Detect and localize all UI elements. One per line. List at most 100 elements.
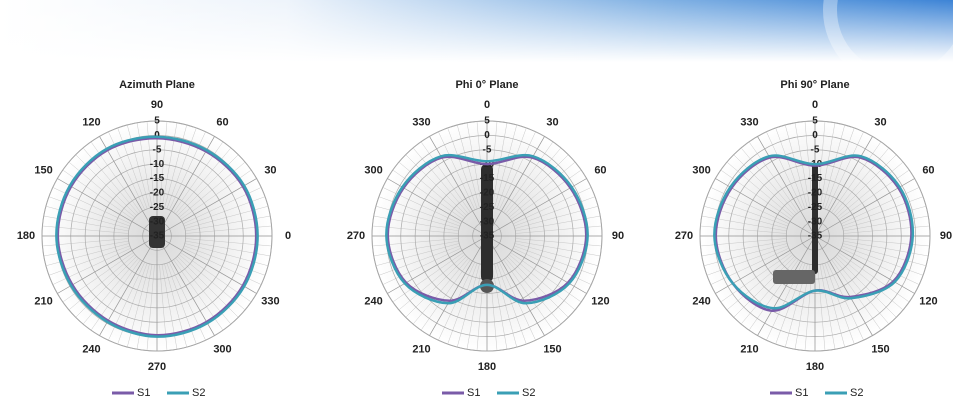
angle-label: 330	[740, 116, 758, 128]
radial-label: 0	[812, 130, 818, 141]
angle-label: 0	[484, 99, 490, 111]
radial-label: -35	[808, 231, 823, 242]
radial-label: -25	[480, 202, 495, 213]
angle-label: 60	[216, 116, 228, 128]
banner	[0, 0, 953, 62]
angle-label: 210	[412, 343, 430, 355]
grid-spoke	[486, 136, 545, 237]
banner-decoration	[823, 0, 953, 87]
radial-label: -30	[150, 216, 165, 227]
radial-label: 5	[484, 116, 490, 127]
angle-label: 30	[546, 116, 558, 128]
grid-spoke	[156, 178, 257, 237]
angle-label: 0	[285, 230, 291, 242]
angle-label: 60	[594, 164, 606, 176]
radial-label: -35	[480, 231, 495, 242]
angle-label: 90	[612, 230, 624, 242]
radial-label: -30	[480, 216, 495, 227]
radial-label: -25	[808, 202, 823, 213]
angle-label: 270	[675, 230, 693, 242]
legend-label: S2	[850, 387, 863, 399]
chart-title: Phi 0° Plane	[455, 79, 518, 91]
angle-label: 120	[919, 295, 937, 307]
angle-label: 150	[543, 343, 561, 355]
angle-label: 330	[261, 295, 279, 307]
series-line	[55, 135, 259, 338]
angle-label: 270	[347, 230, 365, 242]
grid-spoke	[757, 235, 816, 336]
radial-label: 5	[812, 116, 818, 127]
radial-label: -15	[480, 173, 495, 184]
series-line	[385, 154, 589, 305]
antenna	[149, 216, 165, 248]
grid-spoke	[156, 235, 257, 294]
angle-label: 120	[82, 116, 100, 128]
angle-label: 60	[922, 164, 934, 176]
angle-label: 180	[806, 361, 824, 373]
angle-label: 300	[364, 164, 382, 176]
grid-spoke	[429, 235, 488, 336]
grid-spoke	[99, 136, 158, 237]
antenna	[481, 164, 493, 282]
radial-label: -10	[150, 159, 165, 170]
chart-title: Phi 90° Plane	[780, 79, 849, 91]
radial-label: -25	[150, 202, 165, 213]
antenna-base	[773, 270, 815, 284]
radial-label: -15	[150, 173, 165, 184]
radial-label: -5	[811, 144, 820, 155]
radial-label: -35	[150, 231, 165, 242]
radial-label: 5	[154, 116, 160, 127]
radial-label: -5	[153, 144, 162, 155]
chart-title: Azimuth Plane	[119, 79, 195, 91]
angle-label: 150	[34, 164, 52, 176]
polar-chart: 0 30 60 90 120 150 180 210 240 270 300 330 5 0 -5 -10 -1…	[17, 79, 291, 399]
radial-label: 0	[154, 130, 160, 141]
series-line	[713, 154, 915, 310]
radial-label: 0	[484, 130, 490, 141]
angle-label: 240	[692, 295, 710, 307]
grid-spoke	[814, 136, 873, 237]
angle-label: 240	[364, 295, 382, 307]
angle-label: 0	[812, 99, 818, 111]
radial-label: -15	[808, 173, 823, 184]
legend-label: S2	[192, 387, 205, 399]
grid-spoke	[429, 136, 488, 237]
radial-label: -30	[808, 216, 823, 227]
legend-label: S2	[522, 387, 535, 399]
antenna	[812, 164, 818, 274]
radial-label: -20	[150, 188, 165, 199]
grid-spoke	[99, 235, 158, 336]
radial-label: -20	[480, 188, 495, 199]
grid-spoke	[57, 178, 158, 237]
grid-spoke	[156, 136, 215, 237]
legend-label: S1	[467, 387, 480, 399]
series-line	[56, 136, 258, 337]
angle-label: 180	[478, 361, 496, 373]
angle-label: 30	[874, 116, 886, 128]
angle-label: 210	[34, 295, 52, 307]
angle-label: 150	[871, 343, 889, 355]
angle-label: 90	[940, 230, 952, 242]
angle-label: 210	[740, 343, 758, 355]
grid-spoke	[757, 136, 816, 237]
radial-label: -20	[808, 188, 823, 199]
grid-spoke	[486, 235, 545, 336]
angle-label: 120	[591, 295, 609, 307]
grid-spoke	[814, 235, 915, 294]
grid-spoke	[156, 235, 215, 336]
angle-label: 30	[264, 164, 276, 176]
angle-label: 300	[692, 164, 710, 176]
grid-spoke	[814, 235, 873, 336]
angle-label: 300	[213, 343, 231, 355]
grid-spoke	[57, 235, 158, 294]
legend-label: S1	[137, 387, 150, 399]
angle-label: 180	[17, 230, 35, 242]
angle-label: 240	[82, 343, 100, 355]
angle-label: 90	[151, 99, 163, 111]
angle-label: 270	[148, 361, 166, 373]
radial-label: -5	[483, 144, 492, 155]
angle-label: 330	[412, 116, 430, 128]
